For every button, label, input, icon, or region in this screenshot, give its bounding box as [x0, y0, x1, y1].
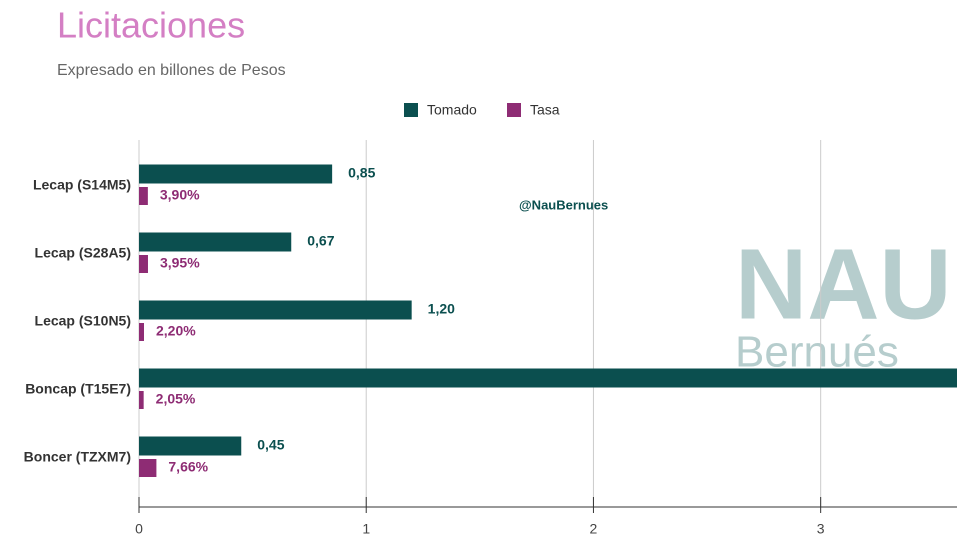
watermark-logo: Bernués	[735, 328, 899, 377]
y-tick-label: Lecap (S10N5)	[35, 313, 131, 329]
legend-label: Tasa	[530, 102, 560, 118]
data-label: 3,95%	[160, 255, 200, 271]
watermark-handle: @NauBernues	[519, 197, 608, 212]
data-label: 1,20	[428, 301, 455, 317]
x-tick-label: 0	[135, 521, 143, 537]
chart-title: Licitaciones	[57, 5, 245, 46]
y-tick-label: Boncap (T15E7)	[25, 381, 131, 397]
legend-swatch	[404, 103, 418, 117]
bar	[139, 164, 333, 184]
data-label: 3,90%	[160, 187, 200, 203]
data-label: 0,45	[257, 437, 284, 453]
bar	[139, 300, 412, 320]
bar	[139, 323, 144, 341]
x-tick-label: 1	[362, 521, 370, 537]
bar	[139, 391, 144, 409]
legend-label: Tomado	[427, 102, 477, 118]
data-label: 0,85	[348, 165, 375, 181]
y-tick-label: Boncer (TZXM7)	[24, 449, 131, 465]
legend-swatch	[507, 103, 521, 117]
data-label: 2,05%	[156, 391, 196, 407]
bar	[139, 187, 148, 205]
x-tick-label: 2	[590, 521, 598, 537]
x-tick-label: 3	[817, 521, 825, 537]
bar	[139, 232, 292, 252]
watermark-logo: NAU	[735, 228, 952, 340]
data-label: 7,66%	[168, 459, 208, 475]
chart-subtitle: Expresado en billones de Pesos	[57, 62, 286, 79]
bar	[139, 255, 148, 273]
y-tick-label: Lecap (S14M5)	[33, 177, 131, 193]
data-label: 2,20%	[156, 323, 196, 339]
bar	[139, 368, 957, 388]
bar	[139, 459, 157, 477]
y-tick-label: Lecap (S28A5)	[35, 245, 131, 261]
bar	[139, 436, 242, 456]
data-label: 0,67	[307, 233, 334, 249]
